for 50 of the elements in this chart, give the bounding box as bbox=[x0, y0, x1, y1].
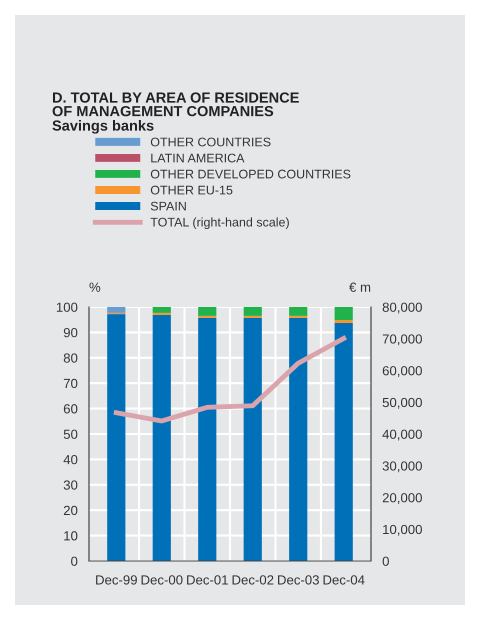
bar bbox=[107, 307, 126, 313]
legend-label: OTHER EU-15 bbox=[150, 186, 232, 195]
y2-tick-label: 60,000 bbox=[382, 366, 422, 377]
y-tick-label: 30 bbox=[64, 480, 78, 490]
y-tick-label: 70 bbox=[64, 378, 78, 388]
y-tick-label: 10 bbox=[64, 531, 78, 541]
y-tick-label: 40 bbox=[64, 454, 78, 464]
legend-label: LATIN AMERICA bbox=[151, 154, 244, 162]
y-tick-label: 0 bbox=[71, 556, 78, 566]
x-tick-label: Dec-01 bbox=[187, 575, 228, 585]
y2-tick-label: 50,000 bbox=[382, 398, 422, 409]
y2-tick-label: 70,000 bbox=[382, 334, 422, 346]
x-tick-label: Dec-00 bbox=[142, 575, 183, 585]
bar bbox=[152, 314, 171, 561]
bar bbox=[107, 314, 126, 561]
bar bbox=[289, 318, 308, 561]
y2-axis-title: € m bbox=[349, 282, 370, 292]
y-tick-label: 100 bbox=[56, 302, 78, 312]
y2-tick-label: 40,000 bbox=[382, 430, 422, 440]
y2-tick-label: 0 bbox=[382, 556, 389, 566]
y2-tick-label: 10,000 bbox=[383, 524, 422, 536]
x-tick-label: Dec-04 bbox=[324, 575, 365, 585]
legend-label: SPAIN bbox=[150, 202, 186, 211]
x-tick-label: Dec-99 bbox=[96, 575, 137, 585]
x-tick-label: Dec-02 bbox=[232, 575, 274, 585]
y-tick-label: 60 bbox=[64, 404, 78, 414]
bar bbox=[289, 307, 308, 316]
bar bbox=[152, 307, 171, 313]
y2-tick-label: 30,000 bbox=[382, 461, 422, 472]
y-tick-label: 50 bbox=[64, 430, 78, 439]
y-tick-label: 90 bbox=[64, 328, 78, 338]
bar bbox=[244, 307, 262, 316]
x-tick-label: Dec-03 bbox=[278, 575, 319, 585]
legend-label: OTHER COUNTRIES bbox=[150, 138, 271, 146]
legend-label: OTHER DEVELOPED COUNTRIES bbox=[150, 170, 350, 178]
bar bbox=[334, 323, 353, 561]
bar bbox=[334, 320, 353, 323]
legend-label: TOTAL (right-hand scale) bbox=[150, 217, 289, 230]
bar bbox=[244, 318, 262, 561]
chart-title: D. TOTAL BY AREA OF RESIDENCE OF MANAGEMENT COMPANIES bbox=[52, 92, 299, 116]
line-series bbox=[114, 336, 346, 424]
bar bbox=[198, 318, 216, 561]
y2-tick-label: 20,000 bbox=[382, 493, 422, 504]
y-axis-title: % bbox=[89, 282, 100, 292]
chart-subtitle: Savings banks bbox=[52, 120, 154, 134]
y2-tick-label: 80,000 bbox=[382, 302, 422, 314]
y-tick-label: 20 bbox=[64, 506, 78, 516]
y-tick-label: 80 bbox=[64, 353, 78, 363]
bar bbox=[198, 307, 216, 316]
bar bbox=[334, 307, 353, 320]
